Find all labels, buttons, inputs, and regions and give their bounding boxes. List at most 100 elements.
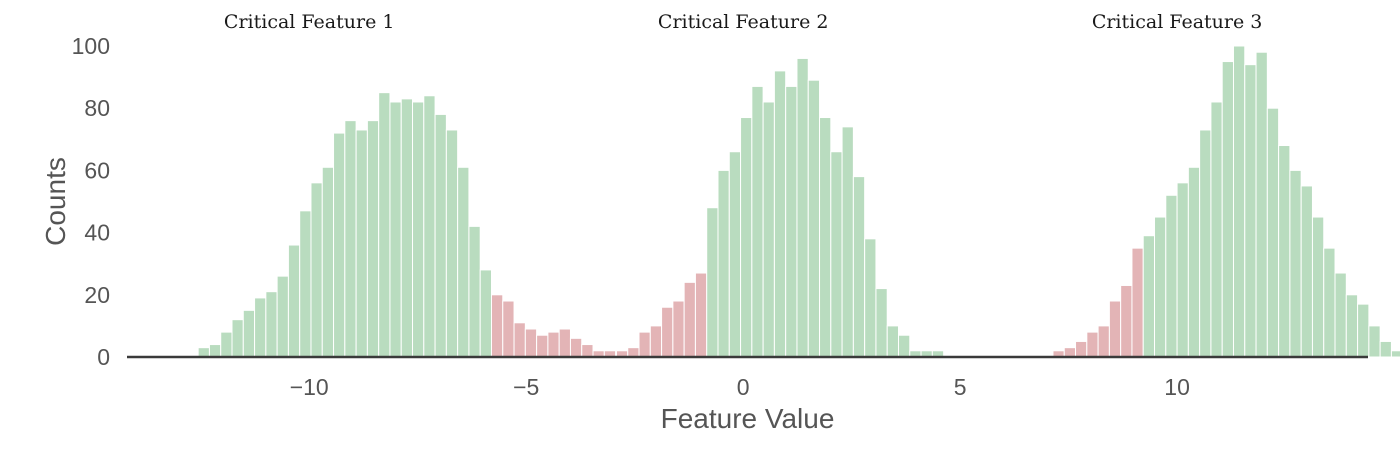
histogram-bar [729, 152, 740, 357]
histogram-bar [820, 118, 831, 357]
histogram-bar [1177, 183, 1188, 357]
histogram-bar [266, 292, 277, 357]
y-tick-label: 60 [84, 157, 110, 183]
histogram-bar [1143, 236, 1154, 357]
histogram-bar [1211, 102, 1222, 357]
x-tick-label: 0 [737, 374, 750, 400]
histogram-bar [1200, 130, 1211, 357]
histogram-bar [367, 121, 378, 357]
histogram-bar [345, 121, 356, 357]
histogram-bar [300, 211, 311, 357]
histogram-bar [887, 326, 898, 357]
histogram-bar [1222, 62, 1233, 357]
histogram-bar [537, 335, 548, 357]
histogram-bar [548, 332, 559, 357]
x-tick-label: −10 [290, 374, 329, 400]
y-tick-label: 100 [72, 33, 110, 59]
histogram-bar [1087, 332, 1098, 357]
histogram-bar [322, 167, 333, 357]
feature-annotation: Critical Feature 1 [224, 11, 395, 33]
histogram-bar [458, 167, 469, 357]
histogram-bar [1233, 46, 1244, 357]
histogram-bar [390, 102, 401, 357]
histogram-bar [1166, 195, 1177, 357]
histogram-bar [1121, 285, 1132, 357]
histogram-bar [1155, 217, 1166, 357]
histogram-bar [469, 226, 480, 357]
histogram-bar [334, 133, 345, 357]
histogram-bar [831, 152, 842, 357]
histogram-bar [1245, 65, 1256, 357]
histogram-bar [491, 295, 502, 357]
histogram-bar [695, 273, 706, 357]
histogram-bar [582, 345, 593, 357]
histogram-bar [628, 348, 639, 357]
histogram-bar [232, 320, 243, 357]
histogram-bar [673, 301, 684, 357]
histogram-bar [356, 130, 367, 357]
histogram-bar [853, 177, 864, 357]
feature-annotation: Critical Feature 2 [658, 11, 829, 33]
histogram-bar [311, 183, 322, 357]
histogram-bar [1256, 52, 1267, 357]
histogram-bar [1312, 217, 1323, 357]
histogram-bar [763, 102, 774, 357]
histogram-bar [1324, 248, 1335, 357]
histogram-bar [1188, 167, 1199, 357]
histogram-bar [718, 170, 729, 357]
histogram-bar [1109, 301, 1120, 357]
histogram-bar [570, 338, 581, 357]
histogram-bar [1267, 108, 1278, 357]
histogram-bar [707, 208, 718, 357]
feature-annotations: Critical Feature 1 Critical Feature 2 Crit… [224, 11, 1262, 33]
histogram-bar [876, 289, 887, 357]
y-axis-label: Counts [40, 157, 71, 246]
x-tick-label: −5 [513, 374, 539, 400]
histogram-bar [808, 80, 819, 357]
y-tick-label: 0 [97, 344, 110, 370]
histogram-bar [503, 301, 514, 357]
histogram-bar [786, 86, 797, 357]
histogram-bar [752, 86, 763, 357]
histogram-bar [1358, 304, 1369, 357]
histogram-bar [1380, 341, 1391, 357]
histogram-bar [639, 332, 650, 357]
histogram-bar [1369, 326, 1380, 357]
histogram-bar [255, 298, 266, 357]
y-tick-label: 80 [84, 95, 110, 121]
histogram-bar [1279, 146, 1290, 357]
histogram-bar [198, 348, 209, 357]
histogram-bar [1064, 348, 1075, 357]
histogram-bar [446, 130, 457, 357]
histogram-bar [243, 310, 254, 357]
histogram-bar [1290, 170, 1301, 357]
histogram-bars [198, 46, 1400, 357]
histogram-bar [221, 332, 232, 357]
y-tick-label: 40 [84, 220, 110, 246]
histogram-bar [662, 307, 673, 357]
histogram-bar [1346, 295, 1357, 357]
histogram-bar [401, 99, 412, 357]
histogram-bar [741, 118, 752, 357]
x-axis-label: Feature Value [661, 403, 835, 434]
histogram-bar [424, 96, 435, 357]
x-tick-label: 10 [1164, 374, 1190, 400]
histogram-bar [774, 71, 785, 357]
histogram-bar [435, 114, 446, 357]
y-tick-label: 20 [84, 282, 110, 308]
histogram-bar [277, 276, 288, 357]
histogram-bar [288, 245, 299, 357]
histogram-bar [413, 102, 424, 357]
histogram-bar [1098, 326, 1109, 357]
histogram-bar [1132, 248, 1143, 357]
histogram-bar [865, 239, 876, 357]
histogram-bar [480, 270, 491, 357]
x-axis-ticks: −10 −5 0 5 10 [290, 374, 1190, 400]
histogram-bar [684, 282, 695, 357]
histogram-bar [525, 329, 536, 357]
histogram-bar [559, 329, 570, 357]
y-axis-ticks: 0 20 40 60 80 100 [72, 33, 110, 370]
histogram-bar [1076, 341, 1087, 357]
histogram-bar [514, 323, 525, 357]
